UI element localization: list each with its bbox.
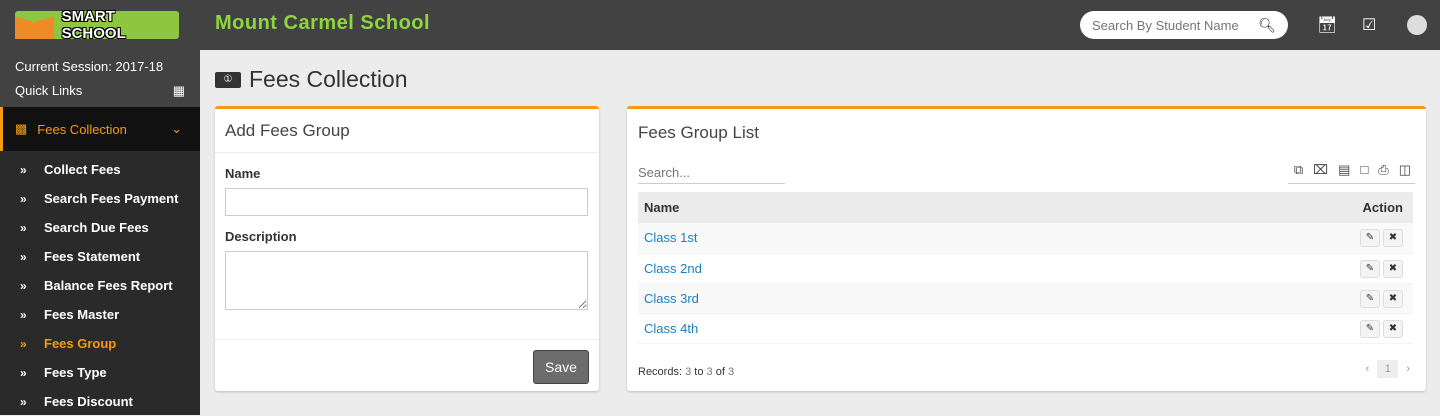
panel-footer: Save <box>215 339 599 384</box>
edit-icon[interactable]: ✎ <box>1360 289 1380 308</box>
fees-group-table: Name▲ Action Class 1st✎✖Class 2nd✎✖Class… <box>638 192 1413 344</box>
description-label: Description <box>225 229 297 244</box>
delete-icon[interactable]: ✖ <box>1383 259 1403 278</box>
csv-icon[interactable]: ▤ <box>1338 162 1351 177</box>
excel-icon[interactable]: ⌧ <box>1313 162 1329 177</box>
school-name: Mount Carmel School <box>215 12 431 34</box>
action-cell: ✎ ✖ <box>1048 253 1413 284</box>
table-row: Class 2nd ✎ ✖ <box>638 253 1413 284</box>
search-icon[interactable]: 🔍︎ <box>1258 16 1276 33</box>
description-input[interactable] <box>225 251 588 310</box>
chevron-down-icon: ⌄ <box>171 121 182 136</box>
pdf-icon[interactable]: □ <box>1360 162 1369 177</box>
copy-icon[interactable]: ⧉ <box>1293 162 1304 177</box>
calendar-icon[interactable]: 📅︎ <box>1317 17 1338 34</box>
table-row: Class 3rd ✎ ✖ <box>638 283 1413 314</box>
money-icon: ① <box>215 71 241 88</box>
save-button[interactable]: Save <box>533 350 589 384</box>
name-label: Name <box>225 166 261 181</box>
fees-group-link[interactable]: Class 4th <box>644 320 699 336</box>
logo[interactable]: SMART SCHOOL <box>15 8 179 42</box>
panel-title: Fees Group List <box>638 123 759 142</box>
columns-icon[interactable]: ◫ <box>1398 162 1411 177</box>
fees-group-list-panel: Fees Group List ⧉ ⌧ ▤ □ ⎙ ◫ Name▲ Action… <box>627 106 1426 391</box>
export-toolbar: ⧉ ⌧ ▤ □ ⎙ ◫ <box>1287 162 1415 184</box>
action-cell: ✎ ✖ <box>1048 313 1413 344</box>
sidebar-item-collect-fees[interactable]: » Collect Fees <box>20 162 121 177</box>
delete-icon[interactable]: ✖ <box>1383 289 1403 308</box>
table-row: Class 1st ✎ ✖ <box>638 223 1413 254</box>
sidebar-item-fees-statement[interactable]: » Fees Statement <box>20 249 141 264</box>
money-icon: ▩ <box>15 121 28 136</box>
double-chevron-right-icon: » <box>20 336 27 351</box>
panel-title: Add Fees Group <box>215 109 599 153</box>
sidebar-item-search-fees-payment[interactable]: » Search Fees Payment <box>20 191 179 206</box>
name-cell: Class 3rd <box>638 283 1049 314</box>
add-fees-group-panel: Add Fees Group Name Description Save <box>215 106 599 391</box>
double-chevron-right-icon: » <box>20 307 27 322</box>
sidebar-item-fees-group[interactable]: » Fees Group <box>20 336 117 351</box>
next-page-icon[interactable]: › <box>1406 363 1410 375</box>
edit-icon[interactable]: ✎ <box>1360 259 1380 278</box>
name-cell: Class 4th <box>638 313 1049 344</box>
double-chevron-right-icon: » <box>20 394 27 409</box>
double-chevron-right-icon: » <box>20 162 27 177</box>
sidebar-menu-fees-collection[interactable]: ▩ Fees Collection ⌄ <box>0 107 200 151</box>
records-info: Records: 3 to 3 of 3 <box>638 366 735 378</box>
table-row: Class 4th ✎ ✖ <box>638 313 1413 344</box>
column-header-name[interactable]: Name▲ <box>638 192 1054 223</box>
student-search: 🔍︎ <box>1080 11 1288 39</box>
student-search-input[interactable] <box>1092 17 1252 33</box>
double-chevron-right-icon: » <box>20 278 27 293</box>
avatar-icon[interactable] <box>1407 15 1427 35</box>
fees-group-link[interactable]: Class 3rd <box>644 290 699 306</box>
double-chevron-right-icon: » <box>20 220 27 235</box>
action-cell: ✎ ✖ <box>1048 223 1413 254</box>
sidebar-item-balance-fees-report[interactable]: » Balance Fees Report <box>20 278 173 293</box>
double-chevron-right-icon: » <box>20 365 27 380</box>
fees-group-link[interactable]: Class 2nd <box>644 260 702 276</box>
edit-icon[interactable]: ✎ <box>1360 319 1380 338</box>
print-icon[interactable]: ⎙ <box>1378 162 1389 177</box>
book-icon <box>15 16 54 39</box>
action-cell: ✎ ✖ <box>1048 283 1413 314</box>
current-session[interactable]: Current Session: 2017-18 <box>15 59 164 74</box>
sidebar-item-search-due-fees[interactable]: » Search Due Fees <box>20 220 149 235</box>
checkbox-icon[interactable]: ☑ <box>1362 17 1377 34</box>
delete-icon[interactable]: ✖ <box>1383 319 1403 338</box>
name-cell: Class 2nd <box>638 253 1049 284</box>
table-search-input[interactable] <box>638 161 785 184</box>
session-panel: Current Session: 2017-18 Quick Links ▦ <box>0 50 200 107</box>
name-cell: Class 1st <box>638 223 1049 254</box>
double-chevron-right-icon: » <box>20 191 27 206</box>
column-header-action: Action <box>1048 192 1413 223</box>
delete-icon[interactable]: ✖ <box>1383 229 1403 248</box>
pagination: ‹ 1 › <box>1366 360 1410 378</box>
sidebar-item-fees-master[interactable]: » Fees Master <box>20 307 120 322</box>
double-chevron-right-icon: » <box>20 249 27 264</box>
page-button[interactable]: 1 <box>1377 360 1399 378</box>
sidebar-item-fees-type[interactable]: » Fees Type <box>20 365 107 380</box>
quick-links[interactable]: Quick Links <box>15 83 83 98</box>
sidebar: Current Session: 2017-18 Quick Links ▦ ▩… <box>0 50 200 415</box>
page-title: ① Fees Collection <box>215 66 408 93</box>
sidebar-item-fees-discount[interactable]: » Fees Discount <box>20 394 133 409</box>
edit-icon[interactable]: ✎ <box>1360 229 1380 248</box>
prev-page-icon[interactable]: ‹ <box>1365 363 1370 375</box>
name-input[interactable] <box>225 188 588 216</box>
top-header: SMART SCHOOL Mount Carmel School 🔍︎ 📅︎ ☑ <box>0 0 1440 50</box>
fees-group-link[interactable]: Class 1st <box>644 230 698 246</box>
grid-icon[interactable]: ▦ <box>172 83 185 98</box>
